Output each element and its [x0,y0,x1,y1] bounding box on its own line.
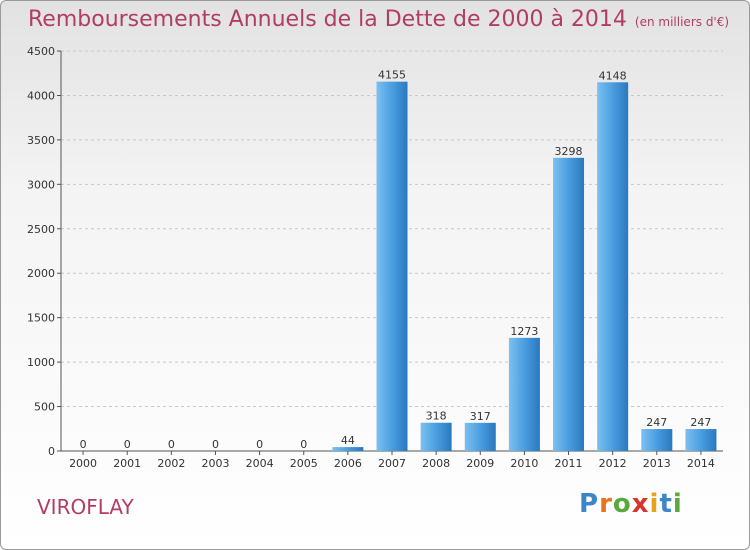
y-tick-label: 4000 [27,89,55,102]
x-tick-label: 2001 [113,457,141,470]
data-label: 4148 [599,69,627,82]
bar [685,429,717,451]
x-tick-label: 2010 [510,457,538,470]
bar [508,337,540,451]
y-tick-label: 2500 [27,223,55,236]
x-tick-label: 2000 [69,457,97,470]
label-layer: 0 0 0 0 0 0 44 4155 318 317 1273 3298 4148 247 247 [80,69,712,451]
bar [553,157,585,451]
logo-letter: x [631,489,650,519]
x-tick-label: 2007 [378,457,406,470]
data-label: 0 [168,438,175,451]
logo-letter: o [612,489,632,519]
logo-letter: i [672,489,683,519]
x-tick-label: 2005 [290,457,318,470]
data-label: 0 [256,438,263,451]
x-tick-label: 2013 [643,457,671,470]
data-label: 247 [646,416,667,429]
proxiti-logo[interactable]: Proxiti [579,489,683,519]
x-tick-label: 2012 [599,457,627,470]
x-tick-label: 2004 [246,457,274,470]
y-tick-label: 1000 [27,356,55,369]
x-tick-label: 2014 [687,457,715,470]
x-tick-label: 2009 [466,457,494,470]
bar [464,422,496,451]
data-label: 44 [341,434,355,447]
data-label: 3298 [555,145,583,158]
logo-letter: r [599,489,613,519]
x-tick-label: 2008 [422,457,450,470]
commune-name: VIROFLAY [37,495,134,519]
x-tick-label: 2003 [201,457,229,470]
bar [597,82,629,452]
logo-letter: P [579,489,600,519]
x-tick-label: 2002 [157,457,185,470]
logo-letter: t [659,489,673,519]
data-label: 318 [426,410,447,423]
bar [376,81,408,452]
data-label: 0 [124,438,131,451]
bar-layer [332,81,717,452]
bar [420,422,452,451]
data-label: 0 [80,438,87,451]
x-tick-label: 2011 [555,457,583,470]
logo-letter: i [649,489,660,519]
data-label: 0 [212,438,219,451]
y-tick-label: 4500 [27,45,55,58]
data-label: 317 [470,410,491,423]
y-tick-label: 3500 [27,134,55,147]
y-tick-label: 500 [34,401,55,414]
data-label: 4155 [378,69,406,82]
unit-label: (en milliers d'€) [634,15,730,29]
bar [641,429,673,451]
data-label: 1273 [510,325,538,338]
title-text: Remboursements Annuels de la Dette de 20… [28,7,627,32]
bar [332,447,364,451]
y-tick-label: 3000 [27,178,55,191]
data-label: 247 [690,416,711,429]
y-tick-label: 1500 [27,312,55,325]
x-tick-label: 2006 [334,457,362,470]
y-tick-label: 2000 [27,267,55,280]
data-label: 0 [300,438,307,451]
chart-title: Remboursements Annuels de la Dette de 20… [28,7,729,32]
y-tick-label: 0 [48,445,55,458]
